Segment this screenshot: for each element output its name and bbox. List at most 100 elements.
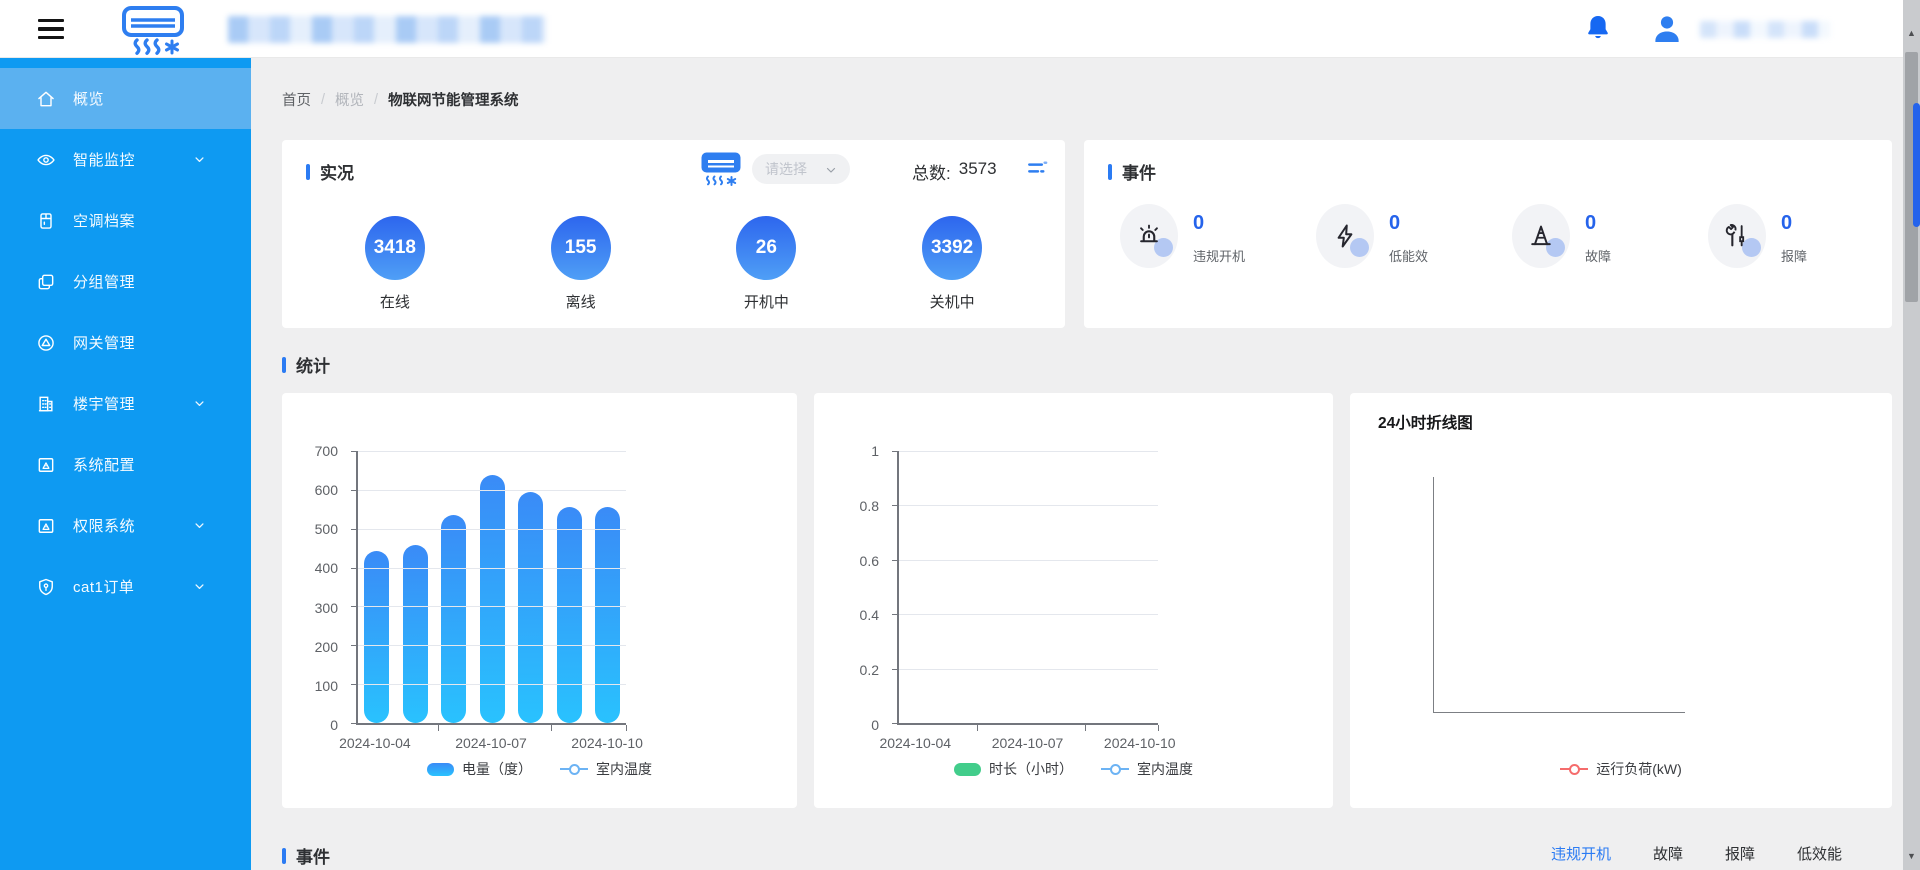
tab-报障[interactable]: 报障 [1724, 846, 1755, 863]
title-marker [1108, 163, 1112, 180]
sidebar-item-分组管理[interactable]: 分组管理 [0, 251, 251, 312]
chart-plot-area [892, 451, 1159, 731]
event-label: 故障 [1585, 249, 1612, 264]
live-status-card: 实况 请选择 总数: 3573 [282, 140, 1065, 328]
event-count: 0 [1585, 212, 1597, 234]
breadcrumb-item[interactable]: 概览 [335, 93, 365, 109]
y-axis-labels: 0 100 200 300 400 500 600 700 [282, 443, 348, 733]
x-tick-label: 2024-10-04 [339, 735, 411, 751]
bar[interactable] [595, 506, 620, 723]
events-card-title: 事件 [1122, 164, 1156, 183]
event-count: 0 [1193, 212, 1205, 234]
stat-label: 关机中 [929, 294, 975, 311]
stat-bubble[interactable]: 155 [550, 216, 611, 280]
live-stats-row: 3418 在线 155 离线 26 开机中 3392 关机中 [302, 216, 1045, 312]
shield-key-icon [36, 577, 56, 597]
stat-bubble[interactable]: 3418 [364, 216, 425, 280]
tab-违规开机[interactable]: 违规开机 [1550, 846, 1611, 863]
cabinet-icon [36, 211, 56, 231]
bottom-events-title-text: 事件 [296, 848, 330, 867]
scroll-down-arrow-icon[interactable]: ▼ [1907, 851, 1916, 861]
load-line-chart-card: 24小时折线图 运行负荷(kW) [1350, 393, 1892, 808]
legend-bar-swatch [954, 762, 981, 776]
total-label: 总数: [912, 164, 951, 183]
chart-legend[interactable]: 运行负荷(kW) [1350, 759, 1892, 779]
legend-label: 室内温度 [596, 761, 652, 777]
y-tick-label: 0.8 [859, 497, 879, 514]
sidebar-item-楼宇管理[interactable]: 楼宇管理 [0, 373, 251, 434]
event-label: 报障 [1781, 249, 1808, 264]
title-marker [306, 163, 310, 180]
hamburger-menu-icon[interactable] [38, 19, 64, 39]
sidebar-item-网关管理[interactable]: 网关管理 [0, 312, 251, 373]
accent-dot [1546, 238, 1565, 257]
event-icon-circle [1708, 204, 1766, 268]
x-tick-label: 2024-10-07 [455, 735, 527, 751]
sidebar-item-智能监控[interactable]: 智能监控 [0, 129, 251, 190]
legend-bar-swatch [427, 762, 454, 776]
event-item[interactable]: 0 故障 [1512, 204, 1680, 268]
tab-低效能[interactable]: 低效能 [1796, 846, 1842, 863]
title-marker [282, 356, 286, 373]
event-label: 违规开机 [1193, 249, 1246, 264]
sidebar-item-label: 概览 [73, 91, 105, 108]
legend-label: 时长（小时） [989, 761, 1073, 777]
bar[interactable] [364, 551, 389, 723]
legend-item[interactable]: 室内温度 [1101, 759, 1193, 779]
live-stat: 3418 在线 [364, 216, 425, 312]
breadcrumb: 首页 / 概览 / 物联网节能管理系统 [282, 89, 519, 110]
user-avatar-icon[interactable] [1650, 12, 1684, 46]
inner-scrollbar-thumb[interactable] [1913, 103, 1920, 227]
stat-label: 开机中 [743, 294, 789, 311]
event-label: 低能效 [1389, 249, 1429, 264]
legend-item[interactable]: 电量（度） [427, 759, 532, 779]
sidebar-item-系统配置[interactable]: 系统配置 [0, 434, 251, 495]
legend-item[interactable]: 运行负荷(kW) [1560, 759, 1682, 779]
legend-item[interactable]: 室内温度 [560, 759, 652, 779]
username-blurred[interactable] [1700, 21, 1830, 38]
device-select[interactable]: 请选择 [752, 154, 850, 184]
y-tick-label: 200 [314, 638, 338, 655]
sidebar-item-label: 分组管理 [73, 274, 136, 291]
duration-chart-card: 0 0.2 0.4 0.6 0.8 1 2024-10-04 2024-10-07 2024-… [814, 393, 1333, 808]
legend-item[interactable]: 时长（小时） [954, 759, 1073, 779]
accent-dot [1154, 238, 1173, 257]
legend-line-marker [560, 764, 588, 775]
bar[interactable] [556, 506, 582, 723]
chart-legend[interactable]: 电量（度） 室内温度 [282, 759, 797, 779]
live-card-header: 实况 [306, 159, 354, 184]
event-item[interactable]: 0 报障 [1708, 204, 1876, 268]
y-tick-label: 0 [871, 717, 879, 733]
bar[interactable] [402, 545, 428, 723]
stat-bubble[interactable]: 26 [736, 216, 797, 280]
breadcrumb-item[interactable]: 首页 [282, 93, 311, 109]
y-tick-label: 0.4 [859, 607, 879, 624]
bar[interactable] [479, 475, 505, 723]
sidebar-item-权限系统[interactable]: 权限系统 [0, 495, 251, 556]
bar-series [358, 451, 626, 723]
sidebar-item-概览[interactable]: 概览 [0, 68, 251, 129]
chart-plot-area [1433, 477, 1685, 713]
siren-icon [1135, 222, 1163, 250]
event-item[interactable]: 0 违规开机 [1120, 204, 1288, 268]
y-axis-labels: 0 0.2 0.4 0.6 0.8 1 [814, 443, 889, 733]
bell-icon[interactable] [1583, 13, 1613, 45]
window-warning-icon [36, 455, 56, 475]
list-filter-icon[interactable] [1026, 157, 1049, 180]
y-tick-label: 500 [314, 521, 338, 538]
events-card-header: 事件 [1108, 159, 1156, 184]
eye-icon [36, 150, 56, 170]
scroll-up-arrow-icon[interactable]: ▲ [1907, 28, 1916, 38]
bar[interactable] [441, 514, 466, 723]
stat-bubble[interactable]: 3392 [922, 216, 983, 280]
live-stat: 155 离线 [550, 216, 611, 312]
chevron-down-icon [192, 396, 207, 411]
event-item[interactable]: 0 低能效 [1316, 204, 1484, 268]
y-tick-label: 300 [314, 599, 338, 616]
tab-故障[interactable]: 故障 [1652, 846, 1683, 863]
legend-line-marker [1560, 764, 1589, 775]
sidebar-item-cat1订单[interactable]: cat1订单 [0, 556, 251, 617]
chart-legend[interactable]: 时长（小时） 室内温度 [814, 759, 1333, 779]
cone-icon [1527, 222, 1555, 250]
sidebar-item-空调档案[interactable]: 空调档案 [0, 190, 251, 251]
